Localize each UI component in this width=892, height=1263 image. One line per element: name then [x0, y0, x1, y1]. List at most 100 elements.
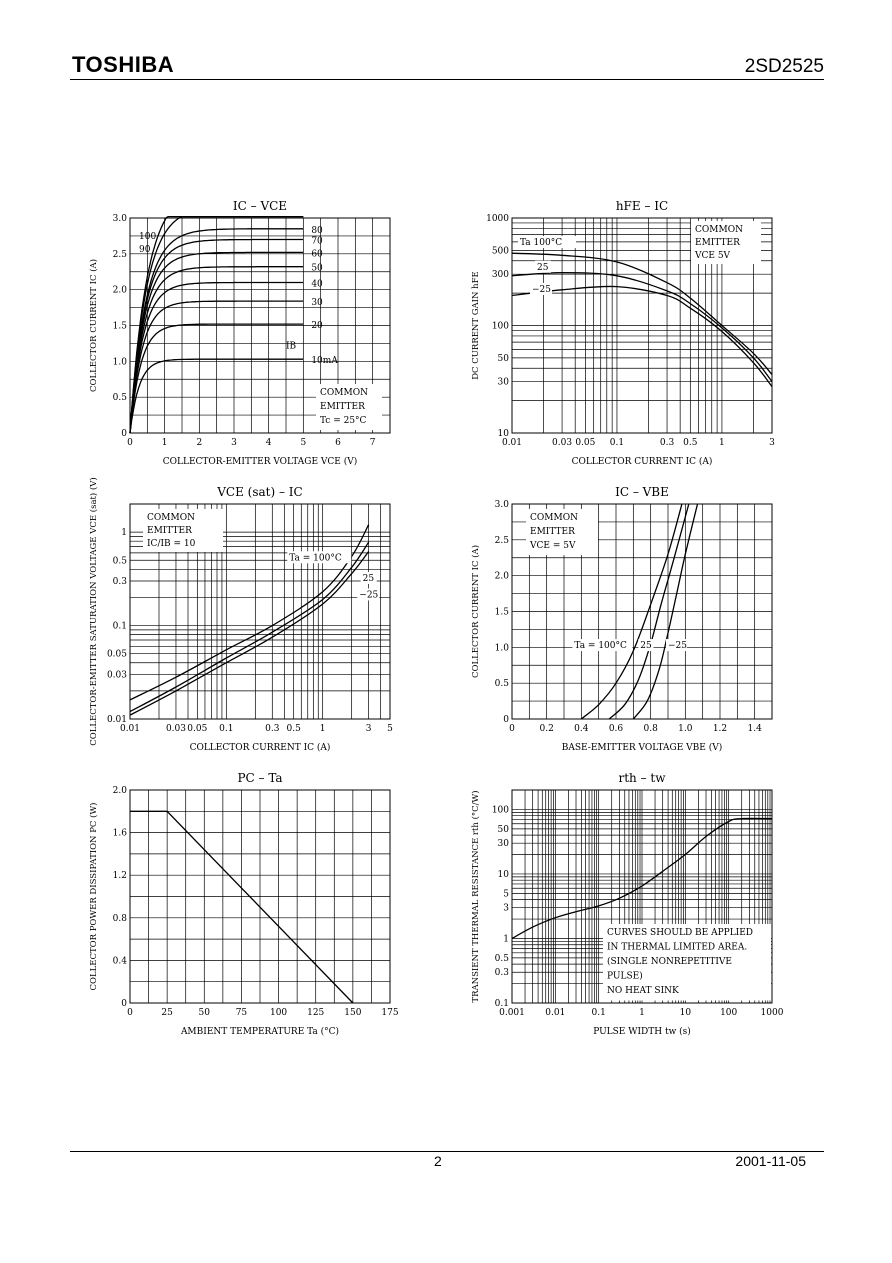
y-axis-label: COLLECTOR CURRENT IC (A)	[88, 259, 99, 392]
series-line-ib-20	[129, 323, 304, 434]
x-tick-label: 1000	[761, 1008, 784, 1018]
x-axis-label: COLLECTOR CURRENT IC (A)	[190, 742, 331, 753]
x-tick-label: 10	[680, 1008, 692, 1018]
y-axis-label: COLLECTOR POWER DISSIPATION PC (W)	[88, 802, 99, 990]
series-line-0	[511, 817, 773, 940]
x-tick-label: 1	[719, 438, 725, 448]
chart-ic_vce: 0 1 2 3 4 5 6 700.51.01.52.02.53.0IC – VCECOLLE…	[88, 199, 391, 467]
y-tick-label: 2.0	[495, 572, 510, 582]
annotation-box	[691, 221, 761, 264]
y-tick-label: 1.0	[495, 643, 510, 653]
footer-rule	[70, 1151, 824, 1152]
chart-title: IC – VCE	[233, 199, 287, 213]
y-tick-label: 1.0	[113, 357, 128, 367]
series-label-bg	[360, 571, 377, 584]
series-line-0	[130, 810, 354, 1004]
annotation-text: Tc = 25°C	[320, 416, 367, 426]
series-line-2	[129, 551, 370, 716]
document-date: 2001-11-05	[735, 1153, 806, 1169]
x-tick-label: 4	[266, 438, 272, 448]
series-label-bg	[287, 551, 352, 564]
series-label: 25	[537, 263, 549, 273]
x-tick-label: 3	[769, 438, 775, 448]
chart-title: PC – Ta	[237, 771, 282, 785]
annotation-text: VCE = 5V	[529, 541, 576, 551]
annotation-text: EMITTER	[320, 402, 365, 412]
x-tick-label: 25	[161, 1008, 173, 1018]
x-tick-label: 1.2	[713, 724, 727, 734]
annotation-text: EMITTER	[695, 238, 740, 248]
annotation-text: EMITTER	[147, 526, 192, 536]
annotation-box	[603, 924, 771, 1001]
x-tick-label: 5	[300, 438, 306, 448]
y-tick-label: 1	[121, 528, 127, 538]
y-tick-label: 300	[492, 270, 509, 280]
y-tick-label: 3	[503, 904, 509, 914]
series-line-0	[580, 503, 683, 720]
y-tick-label: 10	[498, 870, 510, 880]
annotation-text: EMITTER	[530, 527, 575, 537]
x-tick-label: 0.03	[552, 438, 572, 448]
annotation-text: NO HEAT SINK	[607, 986, 679, 996]
x-tick-label: 0.001	[499, 1008, 525, 1018]
series-line-0	[511, 252, 773, 375]
y-tick-label: 50	[498, 825, 510, 835]
annotation-text: PULSE)	[607, 971, 643, 982]
series-label-bg	[535, 260, 551, 273]
series-label: 70	[311, 237, 323, 247]
y-tick-label: 0.5	[113, 556, 128, 566]
chart-title: hFE – IC	[616, 199, 668, 213]
x-tick-label: 0.1	[592, 1008, 606, 1018]
series-label: 60	[311, 249, 323, 259]
series-label-bg	[638, 639, 654, 652]
series-line-ib-60	[129, 251, 304, 434]
series-label: 80	[311, 226, 323, 236]
x-tick-label: 3	[366, 724, 372, 734]
series-line-ib-70	[129, 238, 304, 434]
y-tick-label: 0	[503, 715, 509, 725]
x-tick-label: 7	[370, 438, 376, 448]
x-tick-label: 0.01	[120, 724, 140, 734]
parameter-label: IB	[286, 341, 297, 351]
series-line-ib-100	[129, 215, 304, 434]
x-tick-label: 3	[231, 438, 237, 448]
y-tick-label: 50	[498, 354, 510, 364]
x-tick-label: 0.1	[610, 438, 624, 448]
chart-title: rth – tw	[618, 771, 666, 785]
x-tick-label: 0.2	[540, 724, 554, 734]
series-label: Ta = 100°C	[574, 641, 627, 651]
x-tick-label: 50	[199, 1008, 211, 1018]
annotation-box	[143, 509, 223, 552]
y-tick-label: 0.1	[113, 622, 127, 632]
x-tick-label: 0.01	[502, 438, 522, 448]
x-tick-label: 0.05	[575, 438, 595, 448]
x-tick-label: 6	[335, 438, 341, 448]
y-tick-label: 1000	[486, 214, 509, 224]
y-tick-label: 2.0	[113, 286, 128, 296]
series-line-2	[511, 285, 773, 388]
x-tick-label: 1	[639, 1008, 645, 1018]
y-axis-label: COLLECTOR-EMITTER SATURATION VOLTAGE VCE…	[88, 477, 99, 745]
y-tick-label: 1.2	[113, 871, 127, 881]
y-axis-label: TRANSIENT THERMAL RESISTANCE rth (°C/W)	[470, 790, 481, 1002]
y-tick-label: 1.6	[113, 829, 128, 839]
plot-frame	[511, 217, 773, 434]
plot-frame	[129, 503, 391, 720]
series-label: −25	[359, 590, 378, 600]
x-axis-label: PULSE WIDTH tw (s)	[593, 1026, 691, 1037]
series-line-1	[129, 541, 370, 713]
x-tick-label: 0	[127, 1008, 133, 1018]
y-tick-label: 2.0	[113, 786, 128, 796]
series-label: 20	[311, 321, 323, 331]
y-axis-label: COLLECTOR CURRENT IC (A)	[470, 545, 481, 678]
chart-pc_ta: 0 25 50 75 100 125 150 175 0 0.4 0.8 1.2 1.6 2.0 PC – …	[88, 771, 399, 1037]
annotation-text: COMMON	[320, 388, 368, 398]
y-tick-label: 3.0	[495, 500, 510, 510]
series-label-bg	[357, 588, 380, 601]
y-tick-label: 2.5	[113, 250, 128, 260]
series-label-bg	[666, 639, 687, 652]
x-tick-label: 0.01	[545, 1008, 565, 1018]
chart-title: VCE (sat) – IC	[216, 485, 302, 499]
series-label: 30	[311, 298, 323, 308]
series-line-ib-40	[129, 281, 304, 434]
